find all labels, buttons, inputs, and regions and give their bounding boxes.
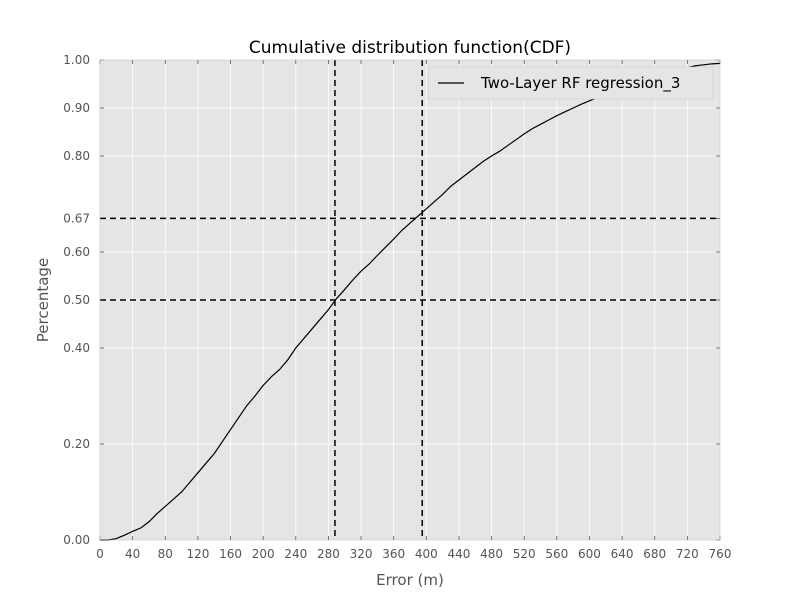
- y-axis-title: Percentage: [34, 258, 52, 342]
- y-tick-label: 0.50: [63, 293, 90, 307]
- x-tick-label: 280: [317, 547, 340, 561]
- x-tick-label: 520: [513, 547, 536, 561]
- x-tick-label: 80: [158, 547, 173, 561]
- legend-box: [427, 66, 714, 100]
- x-tick-label: 400: [415, 547, 438, 561]
- x-tick-labels: 0 40 80 120 160 200 240 280 320 360 400 440 480 520 56…: [96, 547, 731, 561]
- x-tick-label: 640: [611, 547, 634, 561]
- x-tick-label: 680: [643, 547, 666, 561]
- x-tick-label: 200: [252, 547, 275, 561]
- y-tick-label: 0.60: [63, 245, 90, 259]
- x-tick-label: 480: [480, 547, 503, 561]
- y-tick-label: 0.67: [63, 211, 90, 225]
- y-tick-label: 0.40: [63, 341, 90, 355]
- x-tick-label: 760: [709, 547, 732, 561]
- x-tick-label: 320: [350, 547, 373, 561]
- y-tick-label: 1.00: [63, 53, 90, 67]
- y-tick-label: 0.00: [63, 533, 90, 547]
- y-tick-labels: 0.00 0.20 0.40 0.50 0.60 0.67 0.80 0.90 1.00: [63, 53, 90, 547]
- x-tick-label: 560: [545, 547, 568, 561]
- x-tick-label: 440: [447, 547, 470, 561]
- x-tick-label: 120: [186, 547, 209, 561]
- x-tick-label: 360: [382, 547, 405, 561]
- legend: Two-Layer RF regression_3: [427, 66, 714, 100]
- chart-title: Cumulative distribution function(CDF): [249, 38, 571, 58]
- y-tick-label: 0.20: [63, 437, 90, 451]
- x-tick-label: 0: [96, 547, 104, 561]
- y-tick-label: 0.80: [63, 149, 90, 163]
- x-tick-label: 240: [284, 547, 307, 561]
- x-tick-label: 720: [676, 547, 699, 561]
- reference-lines: [100, 60, 720, 540]
- x-tick-label: 160: [219, 547, 242, 561]
- y-tick-label: 0.90: [63, 101, 90, 115]
- x-tick-label: 40: [125, 547, 140, 561]
- x-axis-title: Error (m): [376, 571, 444, 589]
- plot-frame: [99, 59, 721, 541]
- legend-label: Two-Layer RF regression_3: [480, 74, 680, 93]
- x-tick-label: 600: [578, 547, 601, 561]
